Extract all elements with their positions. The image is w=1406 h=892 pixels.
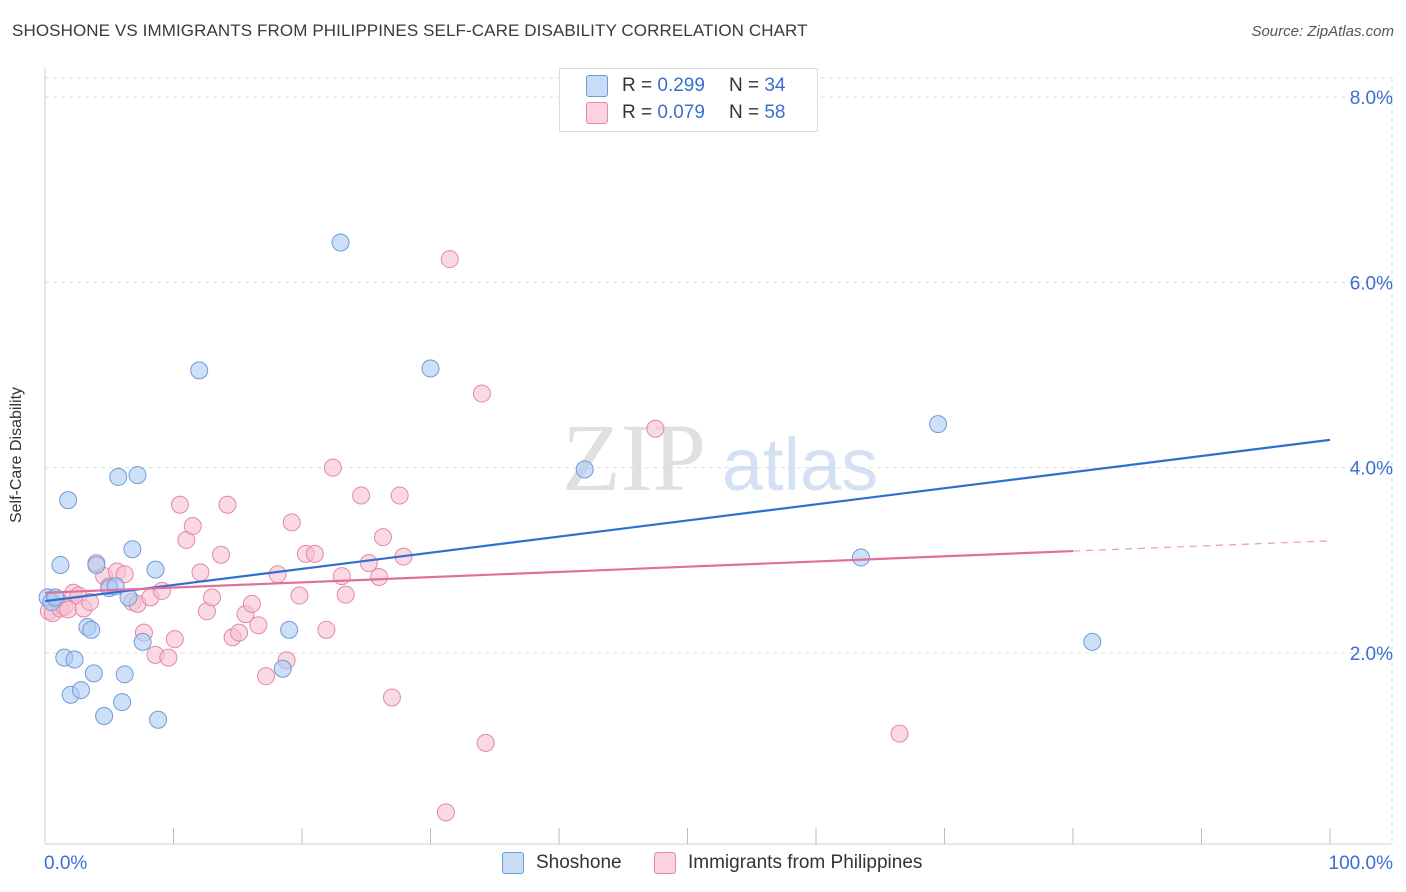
shoshone-point bbox=[65, 650, 84, 669]
labels-layer: 2.0% 4.0% 6.0% 8.0% 0.0% 100.0% bbox=[44, 88, 1393, 874]
philippines-point bbox=[436, 803, 455, 822]
source-label: Source: ZipAtlas.com bbox=[1251, 23, 1394, 40]
philippines-point bbox=[323, 458, 342, 477]
philippines-point bbox=[170, 495, 189, 514]
x-tick-label: 100.0% bbox=[1329, 853, 1394, 874]
r-label: R = bbox=[622, 75, 653, 96]
philippines-point bbox=[336, 585, 355, 604]
shoshone-point bbox=[280, 620, 299, 639]
philippines-point bbox=[359, 554, 378, 573]
philippines-trend-extension bbox=[1072, 540, 1331, 552]
philippines-point bbox=[382, 688, 401, 707]
y-axis-label: Self-Care Disability bbox=[8, 386, 25, 524]
stats-legend-row-shoshone: R = 0.299 N = 34 bbox=[586, 75, 785, 97]
shoshone-point bbox=[190, 361, 209, 380]
chart-title: SHOSHONE VS IMMIGRANTS FROM PHILIPPINES … bbox=[12, 21, 808, 40]
n-value-philippines: 58 bbox=[764, 102, 786, 123]
shoshone-point bbox=[113, 693, 132, 712]
r-label: R = bbox=[622, 102, 653, 123]
r-value-shoshone: 0.299 bbox=[657, 75, 705, 96]
legend-item-philippines[interactable]: Immigrants from Philippines bbox=[654, 852, 922, 874]
philippines-point bbox=[290, 586, 309, 605]
legend-label-philippines: Immigrants from Philippines bbox=[688, 852, 923, 873]
philippines-point bbox=[282, 513, 301, 532]
shoshone-point bbox=[146, 560, 165, 579]
n-value-shoshone: 34 bbox=[764, 75, 786, 96]
shoshone-point bbox=[273, 659, 292, 678]
philippines-point bbox=[268, 565, 287, 584]
philippines-point bbox=[165, 630, 184, 649]
shoshone-point bbox=[59, 491, 78, 510]
shoshone-point bbox=[115, 665, 134, 684]
philippines-point bbox=[203, 588, 222, 607]
philippines-point bbox=[890, 724, 909, 743]
grid-layer bbox=[45, 77, 1393, 844]
philippines-point bbox=[80, 593, 99, 612]
shoshone-point bbox=[109, 467, 128, 486]
watermark-atlas: atlas bbox=[722, 423, 878, 506]
shoshone-point bbox=[421, 359, 440, 378]
philippines-point bbox=[191, 563, 210, 582]
series-legend: Shoshone Immigrants from Philippines bbox=[0, 850, 1406, 878]
philippines-point bbox=[218, 495, 237, 514]
philippines-point bbox=[159, 648, 178, 667]
philippines-trend-line bbox=[44, 549, 1074, 594]
legend-label-shoshone: Shoshone bbox=[536, 852, 622, 873]
philippines-legend-icon bbox=[654, 852, 676, 874]
shoshone-trend-line bbox=[44, 438, 1331, 603]
watermark-zip: ZIP bbox=[562, 404, 706, 511]
philippines-point bbox=[352, 486, 371, 505]
shoshone-point bbox=[1083, 632, 1102, 651]
r-value-philippines: 0.079 bbox=[657, 102, 705, 123]
shoshone-point bbox=[95, 707, 114, 726]
stats-legend: R = 0.299 N = 34 R = 0.079 N = 58 bbox=[559, 68, 818, 132]
shoshone-swatch-icon bbox=[586, 75, 608, 97]
shoshone-point bbox=[929, 415, 948, 434]
philippines-point bbox=[440, 250, 459, 269]
philippines-point bbox=[646, 419, 665, 438]
x-tick-label: 0.0% bbox=[44, 853, 87, 874]
philippines-point bbox=[59, 600, 78, 619]
shoshone-point bbox=[331, 233, 350, 252]
y-tick-label: 2.0% bbox=[1350, 644, 1393, 665]
philippines-point bbox=[373, 528, 392, 547]
philippines-point bbox=[472, 384, 491, 403]
philippines-point bbox=[390, 486, 409, 505]
philippines-point bbox=[230, 623, 249, 642]
philippines-point bbox=[242, 594, 261, 613]
philippines-point bbox=[249, 616, 268, 635]
philippines-point bbox=[370, 568, 389, 587]
shoshone-point bbox=[123, 540, 142, 559]
philippines-point bbox=[115, 565, 134, 584]
y-tick-label: 6.0% bbox=[1350, 273, 1393, 294]
n-label: N = bbox=[728, 75, 760, 96]
shoshone-point bbox=[575, 460, 594, 479]
philippines-point bbox=[476, 733, 495, 752]
philippines-point bbox=[317, 620, 336, 639]
n-label: N = bbox=[728, 102, 760, 123]
shoshone-legend-icon bbox=[502, 852, 524, 874]
shoshone-point bbox=[133, 632, 152, 651]
philippines-point bbox=[212, 545, 231, 564]
shoshone-point bbox=[51, 555, 70, 574]
shoshone-point bbox=[128, 466, 147, 485]
y-tick-label: 8.0% bbox=[1350, 88, 1393, 109]
philippines-point bbox=[305, 544, 324, 563]
stats-legend-row-philippines: R = 0.079 N = 58 bbox=[586, 102, 785, 124]
shoshone-point bbox=[87, 555, 106, 574]
philippines-swatch-icon bbox=[586, 102, 608, 124]
shoshone-point bbox=[82, 620, 101, 639]
philippines-point bbox=[183, 517, 202, 536]
shoshone-point bbox=[71, 681, 90, 700]
axes-layer bbox=[44, 68, 1392, 845]
y-tick-label: 4.0% bbox=[1350, 459, 1393, 480]
shoshone-point bbox=[851, 548, 870, 567]
points-layer bbox=[38, 233, 1102, 822]
shoshone-point bbox=[149, 710, 168, 729]
legend-item-shoshone[interactable]: Shoshone bbox=[502, 852, 622, 874]
shoshone-point bbox=[84, 664, 103, 683]
philippines-point bbox=[257, 667, 276, 686]
trend-layer bbox=[44, 438, 1331, 603]
